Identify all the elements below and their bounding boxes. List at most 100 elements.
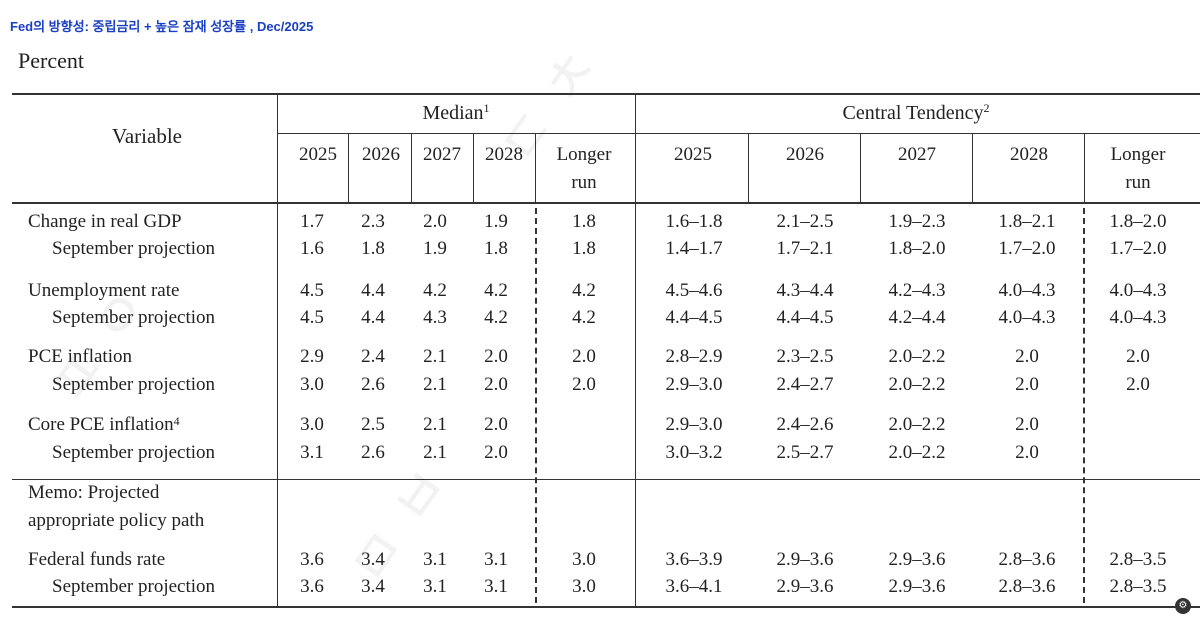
median-value: 2.0 (484, 442, 508, 463)
central-tendency-value: 1.8–2.1 (998, 211, 1056, 232)
central-tendency-value: 1.7–2.0 (1109, 238, 1167, 259)
table-bottom-rule (12, 606, 1200, 608)
row-label: PCE inflation (28, 347, 132, 367)
central-tendency-header: Central Tendency2 (843, 102, 990, 125)
central-tendency-value: 1.9–2.3 (888, 211, 946, 232)
row-label-text: September projection (52, 307, 216, 328)
central-tendency-value: 2.0–2.2 (888, 374, 946, 395)
central-tendency-value: 2.8–2.9 (665, 346, 723, 367)
median-value: 4.4 (361, 280, 385, 301)
median-year-header: 2026 (362, 144, 400, 165)
median-value: 2.6 (361, 374, 385, 395)
central-year-header: 2028 (1010, 144, 1048, 165)
row-label-text: Core PCE inflation (28, 414, 174, 435)
page-title: Fed의 방향성: 중립금리 + 높은 잠재 성장률 , Dec/2025 (10, 19, 314, 34)
median-header: Median1 (422, 102, 489, 125)
memo-label: Memo: Projected (28, 482, 160, 503)
central-year-header: 2026 (786, 144, 824, 165)
central-tendency-value: 2.0–2.2 (888, 442, 946, 463)
central-tendency-value: 2.3–2.5 (776, 346, 834, 367)
central-tendency-value: 2.0–2.2 (888, 346, 946, 367)
row-label-september: September projection (52, 308, 215, 328)
median-value: 3.1 (423, 576, 447, 597)
info-icon[interactable]: ⚙ (1175, 598, 1191, 614)
central-longer-run-header: Longer (1110, 144, 1166, 165)
central-tendency-value: 1.7–2.0 (998, 238, 1056, 259)
median-header-label: Median (422, 102, 484, 124)
median-value: 3.4 (361, 549, 385, 570)
median-value: 3.0 (300, 414, 324, 435)
divider (748, 133, 749, 203)
central-tendency-value: 1.8–2.0 (1109, 211, 1167, 232)
central-tendency-value: 2.0 (1015, 346, 1039, 367)
median-value: 4.2 (572, 307, 596, 328)
row-label: Unemployment rate (28, 281, 179, 301)
central-tendency-value: 2.8–3.5 (1109, 549, 1167, 570)
row-label-september: September projection (52, 375, 215, 395)
median-value: 2.3 (361, 211, 385, 232)
row-label-text: PCE inflation (28, 346, 132, 367)
median-year-header: 2028 (485, 144, 523, 165)
divider (473, 133, 474, 203)
central-tendency-value: 2.9–3.6 (776, 576, 834, 597)
divider (972, 133, 973, 203)
median-value: 2.0 (484, 414, 508, 435)
central-tendency-value: 2.0 (1015, 374, 1039, 395)
central-tendency-value: 4.0–4.3 (1109, 307, 1167, 328)
table-top-rule (12, 93, 1200, 95)
median-value: 2.0 (484, 346, 508, 367)
central-tendency-header-note: 2 (983, 101, 990, 115)
central-tendency-value: 3.0–3.2 (665, 442, 723, 463)
units-label: Percent (18, 48, 84, 73)
row-label-text: September projection (52, 442, 216, 463)
row-label-text: Change in real GDP (28, 211, 182, 232)
central-tendency-value: 1.6–1.8 (665, 211, 723, 232)
row-label: Federal funds rate (28, 550, 165, 570)
median-value: 1.8 (572, 238, 596, 259)
central-tendency-value: 2.9–3.6 (776, 549, 834, 570)
median-value: 3.0 (300, 374, 324, 395)
divider (411, 133, 412, 203)
row-label-text: Unemployment rate (28, 280, 180, 301)
divider (277, 203, 278, 606)
median-year-header: 2025 (299, 144, 337, 165)
row-label-text: September projection (52, 374, 216, 395)
median-value: 1.8 (484, 238, 508, 259)
median-value: 1.7 (300, 211, 324, 232)
central-tendency-value: 2.8–3.6 (998, 576, 1056, 597)
median-value: 4.2 (572, 280, 596, 301)
central-tendency-value: 2.0 (1015, 414, 1039, 435)
median-value: 3.1 (484, 576, 508, 597)
central-tendency-value: 4.0–4.3 (998, 307, 1056, 328)
median-value: 2.1 (423, 414, 447, 435)
central-tendency-value: 4.3–4.4 (776, 280, 834, 301)
central-tendency-value: 3.6–3.9 (665, 549, 723, 570)
median-value: 3.1 (484, 549, 508, 570)
median-value: 2.1 (423, 442, 447, 463)
central-tendency-value: 2.8–3.6 (998, 549, 1056, 570)
median-value: 3.0 (572, 576, 596, 597)
divider (1084, 133, 1085, 203)
median-value: 2.9 (300, 346, 324, 367)
variable-header: Variable (112, 124, 182, 148)
row-label: Change in real GDP (28, 212, 182, 232)
header-bottom-rule (12, 202, 1200, 204)
row-label-note: 4 (173, 414, 180, 428)
longer-run-separator (535, 208, 537, 603)
median-value: 4.2 (423, 280, 447, 301)
central-tendency-value: 2.0 (1126, 346, 1150, 367)
central-tendency-value: 2.1–2.5 (776, 211, 834, 232)
divider (860, 133, 861, 203)
median-value: 3.4 (361, 576, 385, 597)
central-tendency-value: 2.0 (1126, 374, 1150, 395)
central-tendency-value: 1.7–2.1 (776, 238, 834, 259)
median-value: 4.2 (484, 280, 508, 301)
central-tendency-header-label: Central Tendency (842, 102, 984, 124)
central-tendency-value: 4.2–4.4 (888, 307, 946, 328)
central-tendency-value: 4.5–4.6 (665, 280, 723, 301)
central-tendency-value: 3.6–4.1 (665, 576, 723, 597)
central-tendency-value: 2.9–3.6 (888, 576, 946, 597)
median-value: 3.6 (300, 576, 324, 597)
central-tendency-value: 1.8–2.0 (888, 238, 946, 259)
row-label-text: September projection (52, 576, 216, 597)
